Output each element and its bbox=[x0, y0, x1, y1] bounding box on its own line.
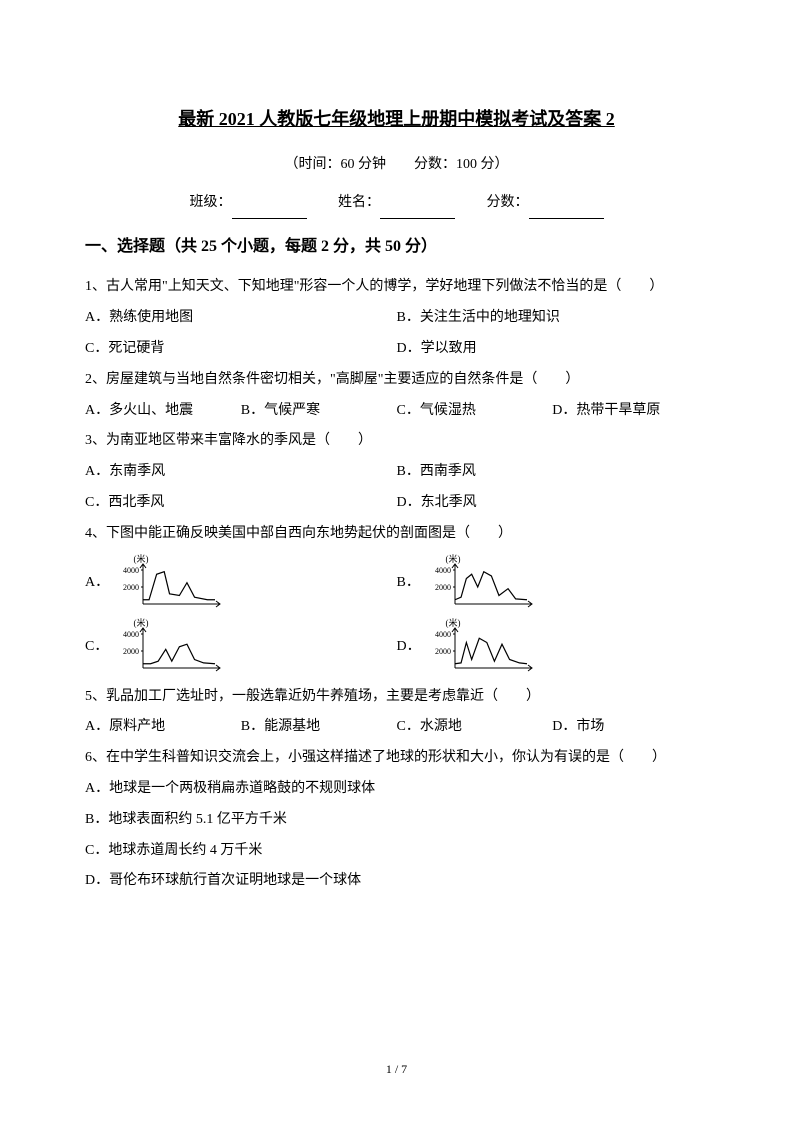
page-number: 1 / 7 bbox=[0, 1056, 793, 1082]
q4-opt-b[interactable]: B． (米) 4000 2000 bbox=[397, 554, 709, 614]
q2-opt-d[interactable]: D．热带干旱草原 bbox=[552, 396, 708, 427]
svg-text:4000: 4000 bbox=[123, 566, 139, 575]
svg-text:(米): (米) bbox=[445, 618, 460, 628]
q4-opt-d-label: D． bbox=[397, 632, 427, 663]
q3-opt-d[interactable]: D．东北季风 bbox=[397, 488, 709, 519]
q1-opt-c[interactable]: C．死记硬背 bbox=[85, 334, 397, 365]
q4-opt-c[interactable]: C． (米) 4000 2000 bbox=[85, 618, 397, 678]
q4-row-1: A． (米) 4000 2000 B． (米) 4000 2000 bbox=[85, 554, 708, 614]
q1-opt-d[interactable]: D．学以致用 bbox=[397, 334, 709, 365]
q6-opt-d[interactable]: D．哥伦布环球航行首次证明地球是一个球体 bbox=[85, 866, 708, 897]
q3-opt-a[interactable]: A．东南季风 bbox=[85, 457, 397, 488]
q3-stem: 3、为南亚地区带来丰富降水的季风是（ ） bbox=[85, 426, 708, 457]
svg-text:4000: 4000 bbox=[435, 566, 451, 575]
q5-stem: 5、乳品加工厂选址时，一般选靠近奶牛养殖场，主要是考虑靠近（ ） bbox=[85, 682, 708, 713]
q6-opt-c[interactable]: C．地球赤道周长约 4 万千米 bbox=[85, 836, 708, 867]
class-label: 班级： bbox=[190, 195, 232, 210]
q5-opt-c[interactable]: C．水源地 bbox=[397, 712, 553, 743]
name-blank[interactable] bbox=[380, 201, 455, 219]
q2-stem: 2、房屋建筑与当地自然条件密切相关，"高脚屋"主要适应的自然条件是（ ） bbox=[85, 365, 708, 396]
q6-opt-b[interactable]: B．地球表面积约 5.1 亿平方千米 bbox=[85, 805, 708, 836]
svg-text:(米): (米) bbox=[445, 554, 460, 564]
svg-text:2000: 2000 bbox=[123, 583, 139, 592]
svg-text:(米): (米) bbox=[134, 554, 149, 564]
svg-text:(米): (米) bbox=[134, 618, 149, 628]
q4-opt-d[interactable]: D． (米) 4000 2000 bbox=[397, 618, 709, 678]
q2-opt-c[interactable]: C．气候湿热 bbox=[397, 396, 553, 427]
exam-title: 最新 2021 人教版七年级地理上册期中模拟考试及答案 2 bbox=[85, 100, 708, 140]
q1-opt-b[interactable]: B．关注生活中的地理知识 bbox=[397, 303, 709, 334]
svg-text:2000: 2000 bbox=[435, 647, 451, 656]
name-label: 姓名： bbox=[338, 195, 380, 210]
svg-text:2000: 2000 bbox=[123, 647, 139, 656]
class-blank[interactable] bbox=[232, 201, 307, 219]
q2-opt-b[interactable]: B．气候严寒 bbox=[241, 396, 397, 427]
q1-opt-a[interactable]: A．熟练使用地图 bbox=[85, 303, 397, 334]
q6-opt-a[interactable]: A．地球是一个两极稍扁赤道略鼓的不规则球体 bbox=[85, 774, 708, 805]
q4-row-2: C． (米) 4000 2000 D． (米) 4000 2000 bbox=[85, 618, 708, 678]
q4-opt-a-label: A． bbox=[85, 568, 115, 599]
q5-options: A．原料产地 B．能源基地 C．水源地 D．市场 bbox=[85, 712, 708, 743]
q2-opt-a[interactable]: A．多火山、地震 bbox=[85, 396, 241, 427]
q5-opt-d[interactable]: D．市场 bbox=[552, 712, 708, 743]
score-label: 分数： bbox=[487, 195, 529, 210]
q3-options: A．东南季风 B．西南季风 C．西北季风 D．东北季风 bbox=[85, 457, 708, 519]
svg-text:4000: 4000 bbox=[435, 630, 451, 639]
q2-options: A．多火山、地震 B．气候严寒 C．气候湿热 D．热带干旱草原 bbox=[85, 396, 708, 427]
score-blank[interactable] bbox=[529, 201, 604, 219]
exam-subtitle: （时间：60 分钟 分数：100 分） bbox=[85, 150, 708, 181]
q3-opt-c[interactable]: C．西北季风 bbox=[85, 488, 397, 519]
q1-stem: 1、古人常用"上知天文、下知地理"形容一个人的博学，学好地理下列做法不恰当的是（… bbox=[85, 272, 708, 303]
q4-opt-b-label: B． bbox=[397, 568, 427, 599]
q4-opt-a[interactable]: A． (米) 4000 2000 bbox=[85, 554, 397, 614]
q3-opt-b[interactable]: B．西南季风 bbox=[397, 457, 709, 488]
q5-opt-a[interactable]: A．原料产地 bbox=[85, 712, 241, 743]
q4-stem: 4、下图中能正确反映美国中部自西向东地势起伏的剖面图是（ ） bbox=[85, 519, 708, 550]
student-info-line: 班级： 姓名： 分数： bbox=[85, 188, 708, 219]
q6-stem: 6、在中学生科普知识交流会上，小强这样描述了地球的形状和大小，你认为有误的是（ … bbox=[85, 743, 708, 774]
q1-options: A．熟练使用地图 B．关注生活中的地理知识 C．死记硬背 D．学以致用 bbox=[85, 303, 708, 365]
q5-opt-b[interactable]: B．能源基地 bbox=[241, 712, 397, 743]
q4-chart-c: (米) 4000 2000 bbox=[115, 618, 365, 678]
svg-text:4000: 4000 bbox=[123, 630, 139, 639]
section-1-header: 一、选择题（共 25 个小题，每题 2 分，共 50 分） bbox=[85, 229, 708, 264]
q4-opt-c-label: C． bbox=[85, 632, 115, 663]
svg-text:2000: 2000 bbox=[435, 583, 451, 592]
q4-chart-b: (米) 4000 2000 bbox=[427, 554, 677, 614]
q4-chart-a: (米) 4000 2000 bbox=[115, 554, 365, 614]
q4-chart-d: (米) 4000 2000 bbox=[427, 618, 677, 678]
